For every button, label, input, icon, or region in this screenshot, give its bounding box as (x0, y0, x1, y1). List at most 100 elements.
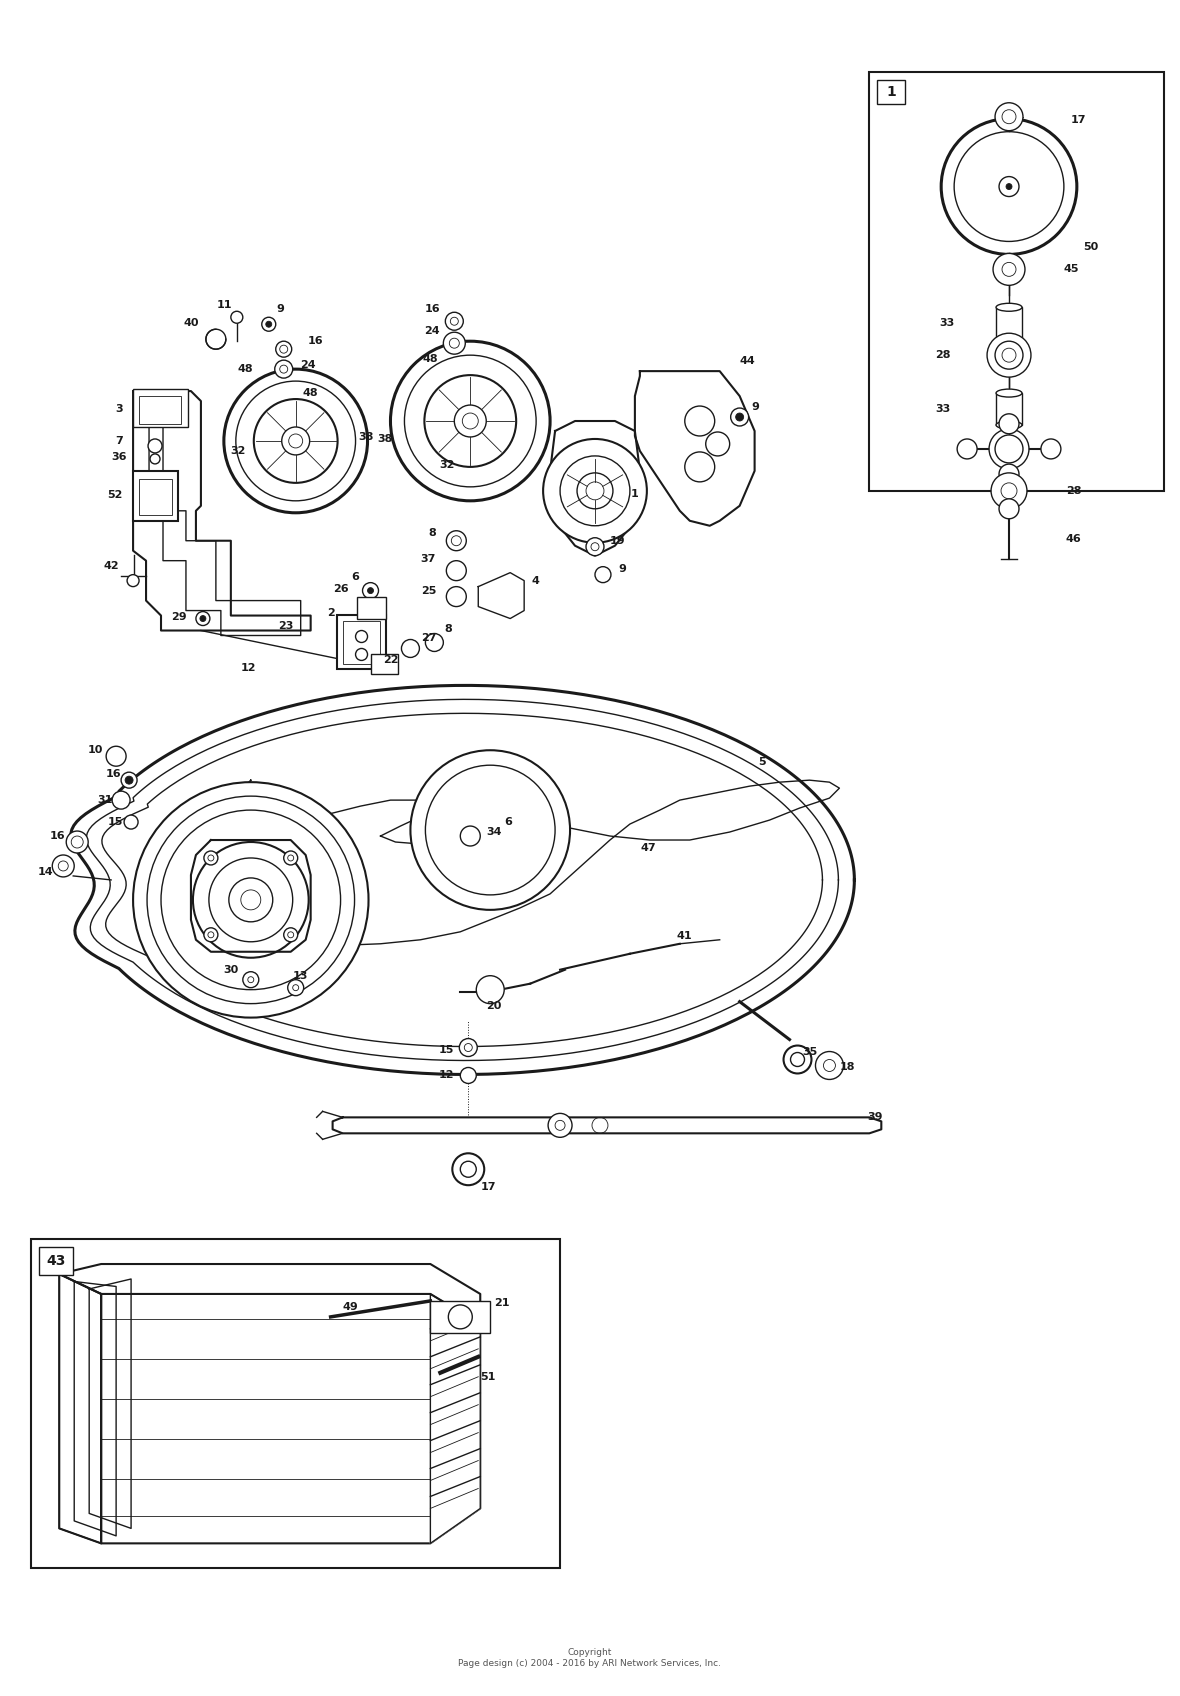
Text: 24: 24 (300, 360, 315, 370)
Circle shape (586, 538, 604, 556)
Text: 31: 31 (98, 795, 113, 806)
Circle shape (464, 1043, 472, 1052)
Bar (356, 597, 387, 619)
Bar (139, 397, 181, 424)
Circle shape (448, 1304, 472, 1330)
Circle shape (815, 1052, 844, 1079)
Text: 16: 16 (105, 770, 120, 778)
Circle shape (957, 439, 977, 460)
Bar (133, 388, 188, 427)
Text: 1: 1 (886, 85, 896, 98)
Circle shape (112, 790, 130, 809)
Bar (139, 478, 172, 516)
Circle shape (463, 414, 478, 429)
Text: 16: 16 (425, 304, 440, 314)
Text: 20: 20 (486, 1001, 502, 1011)
Circle shape (401, 639, 419, 658)
Text: 33: 33 (939, 319, 955, 329)
Circle shape (999, 499, 1020, 519)
Text: 15: 15 (107, 817, 123, 828)
Circle shape (555, 1121, 565, 1130)
Text: 23: 23 (278, 621, 294, 631)
Text: 19: 19 (610, 536, 625, 546)
Text: 29: 29 (171, 612, 186, 621)
Text: 51: 51 (480, 1372, 496, 1382)
Text: 12: 12 (439, 1070, 454, 1080)
Text: 28: 28 (936, 349, 951, 360)
Circle shape (586, 482, 604, 500)
Text: 5: 5 (758, 756, 766, 767)
Circle shape (262, 317, 276, 331)
Text: 10: 10 (87, 745, 103, 755)
Text: 17: 17 (1071, 115, 1087, 126)
Ellipse shape (996, 388, 1022, 397)
Bar (996, 393, 1022, 426)
Text: 14: 14 (38, 867, 53, 877)
Text: 37: 37 (421, 553, 437, 563)
Circle shape (999, 414, 1020, 434)
Circle shape (989, 429, 1029, 468)
Circle shape (231, 312, 243, 324)
Circle shape (52, 855, 74, 877)
Circle shape (124, 816, 138, 829)
Circle shape (293, 985, 299, 990)
Circle shape (1007, 183, 1012, 190)
Text: 6: 6 (352, 572, 360, 582)
Text: 22: 22 (382, 655, 398, 665)
Circle shape (446, 561, 466, 580)
Text: 27: 27 (420, 634, 437, 643)
Text: 50: 50 (1083, 243, 1099, 253)
Text: 26: 26 (333, 583, 348, 594)
Circle shape (595, 566, 611, 583)
Text: 7: 7 (116, 436, 123, 446)
Circle shape (241, 890, 261, 909)
Circle shape (283, 928, 297, 941)
Text: 47: 47 (640, 843, 656, 853)
Ellipse shape (996, 336, 1022, 343)
Text: 3: 3 (116, 404, 123, 414)
Bar (342, 621, 380, 665)
Polygon shape (550, 421, 640, 556)
Circle shape (276, 341, 291, 358)
Polygon shape (333, 1118, 881, 1133)
Text: 8: 8 (445, 624, 452, 634)
Circle shape (450, 338, 459, 348)
Circle shape (125, 777, 133, 784)
Text: 25: 25 (421, 585, 437, 595)
Text: 9: 9 (752, 402, 760, 412)
Text: 21: 21 (494, 1297, 510, 1308)
Text: 4: 4 (531, 575, 539, 585)
Polygon shape (431, 1294, 480, 1543)
Circle shape (133, 782, 368, 1018)
Text: 38: 38 (378, 434, 393, 444)
Circle shape (425, 634, 444, 651)
Circle shape (791, 1053, 805, 1067)
Ellipse shape (996, 421, 1022, 429)
Circle shape (784, 1045, 812, 1074)
Polygon shape (635, 371, 755, 526)
Circle shape (194, 841, 309, 958)
Circle shape (1001, 483, 1017, 499)
Circle shape (106, 746, 126, 767)
Circle shape (411, 750, 570, 909)
Circle shape (454, 405, 486, 438)
Circle shape (446, 587, 466, 607)
Text: 16: 16 (50, 831, 65, 841)
Text: 44: 44 (740, 356, 755, 366)
Circle shape (548, 1113, 572, 1138)
Text: 30: 30 (223, 965, 238, 975)
Text: 11: 11 (217, 300, 232, 310)
Text: 39: 39 (867, 1113, 883, 1123)
Circle shape (224, 370, 367, 512)
Circle shape (986, 332, 1031, 377)
Bar (371, 655, 399, 675)
Text: 35: 35 (802, 1046, 817, 1057)
Circle shape (460, 1162, 477, 1177)
Circle shape (991, 473, 1027, 509)
Text: 17: 17 (480, 1182, 496, 1192)
Circle shape (148, 439, 162, 453)
Circle shape (229, 879, 273, 923)
Circle shape (577, 473, 612, 509)
Circle shape (283, 851, 297, 865)
Text: 13: 13 (293, 970, 308, 980)
